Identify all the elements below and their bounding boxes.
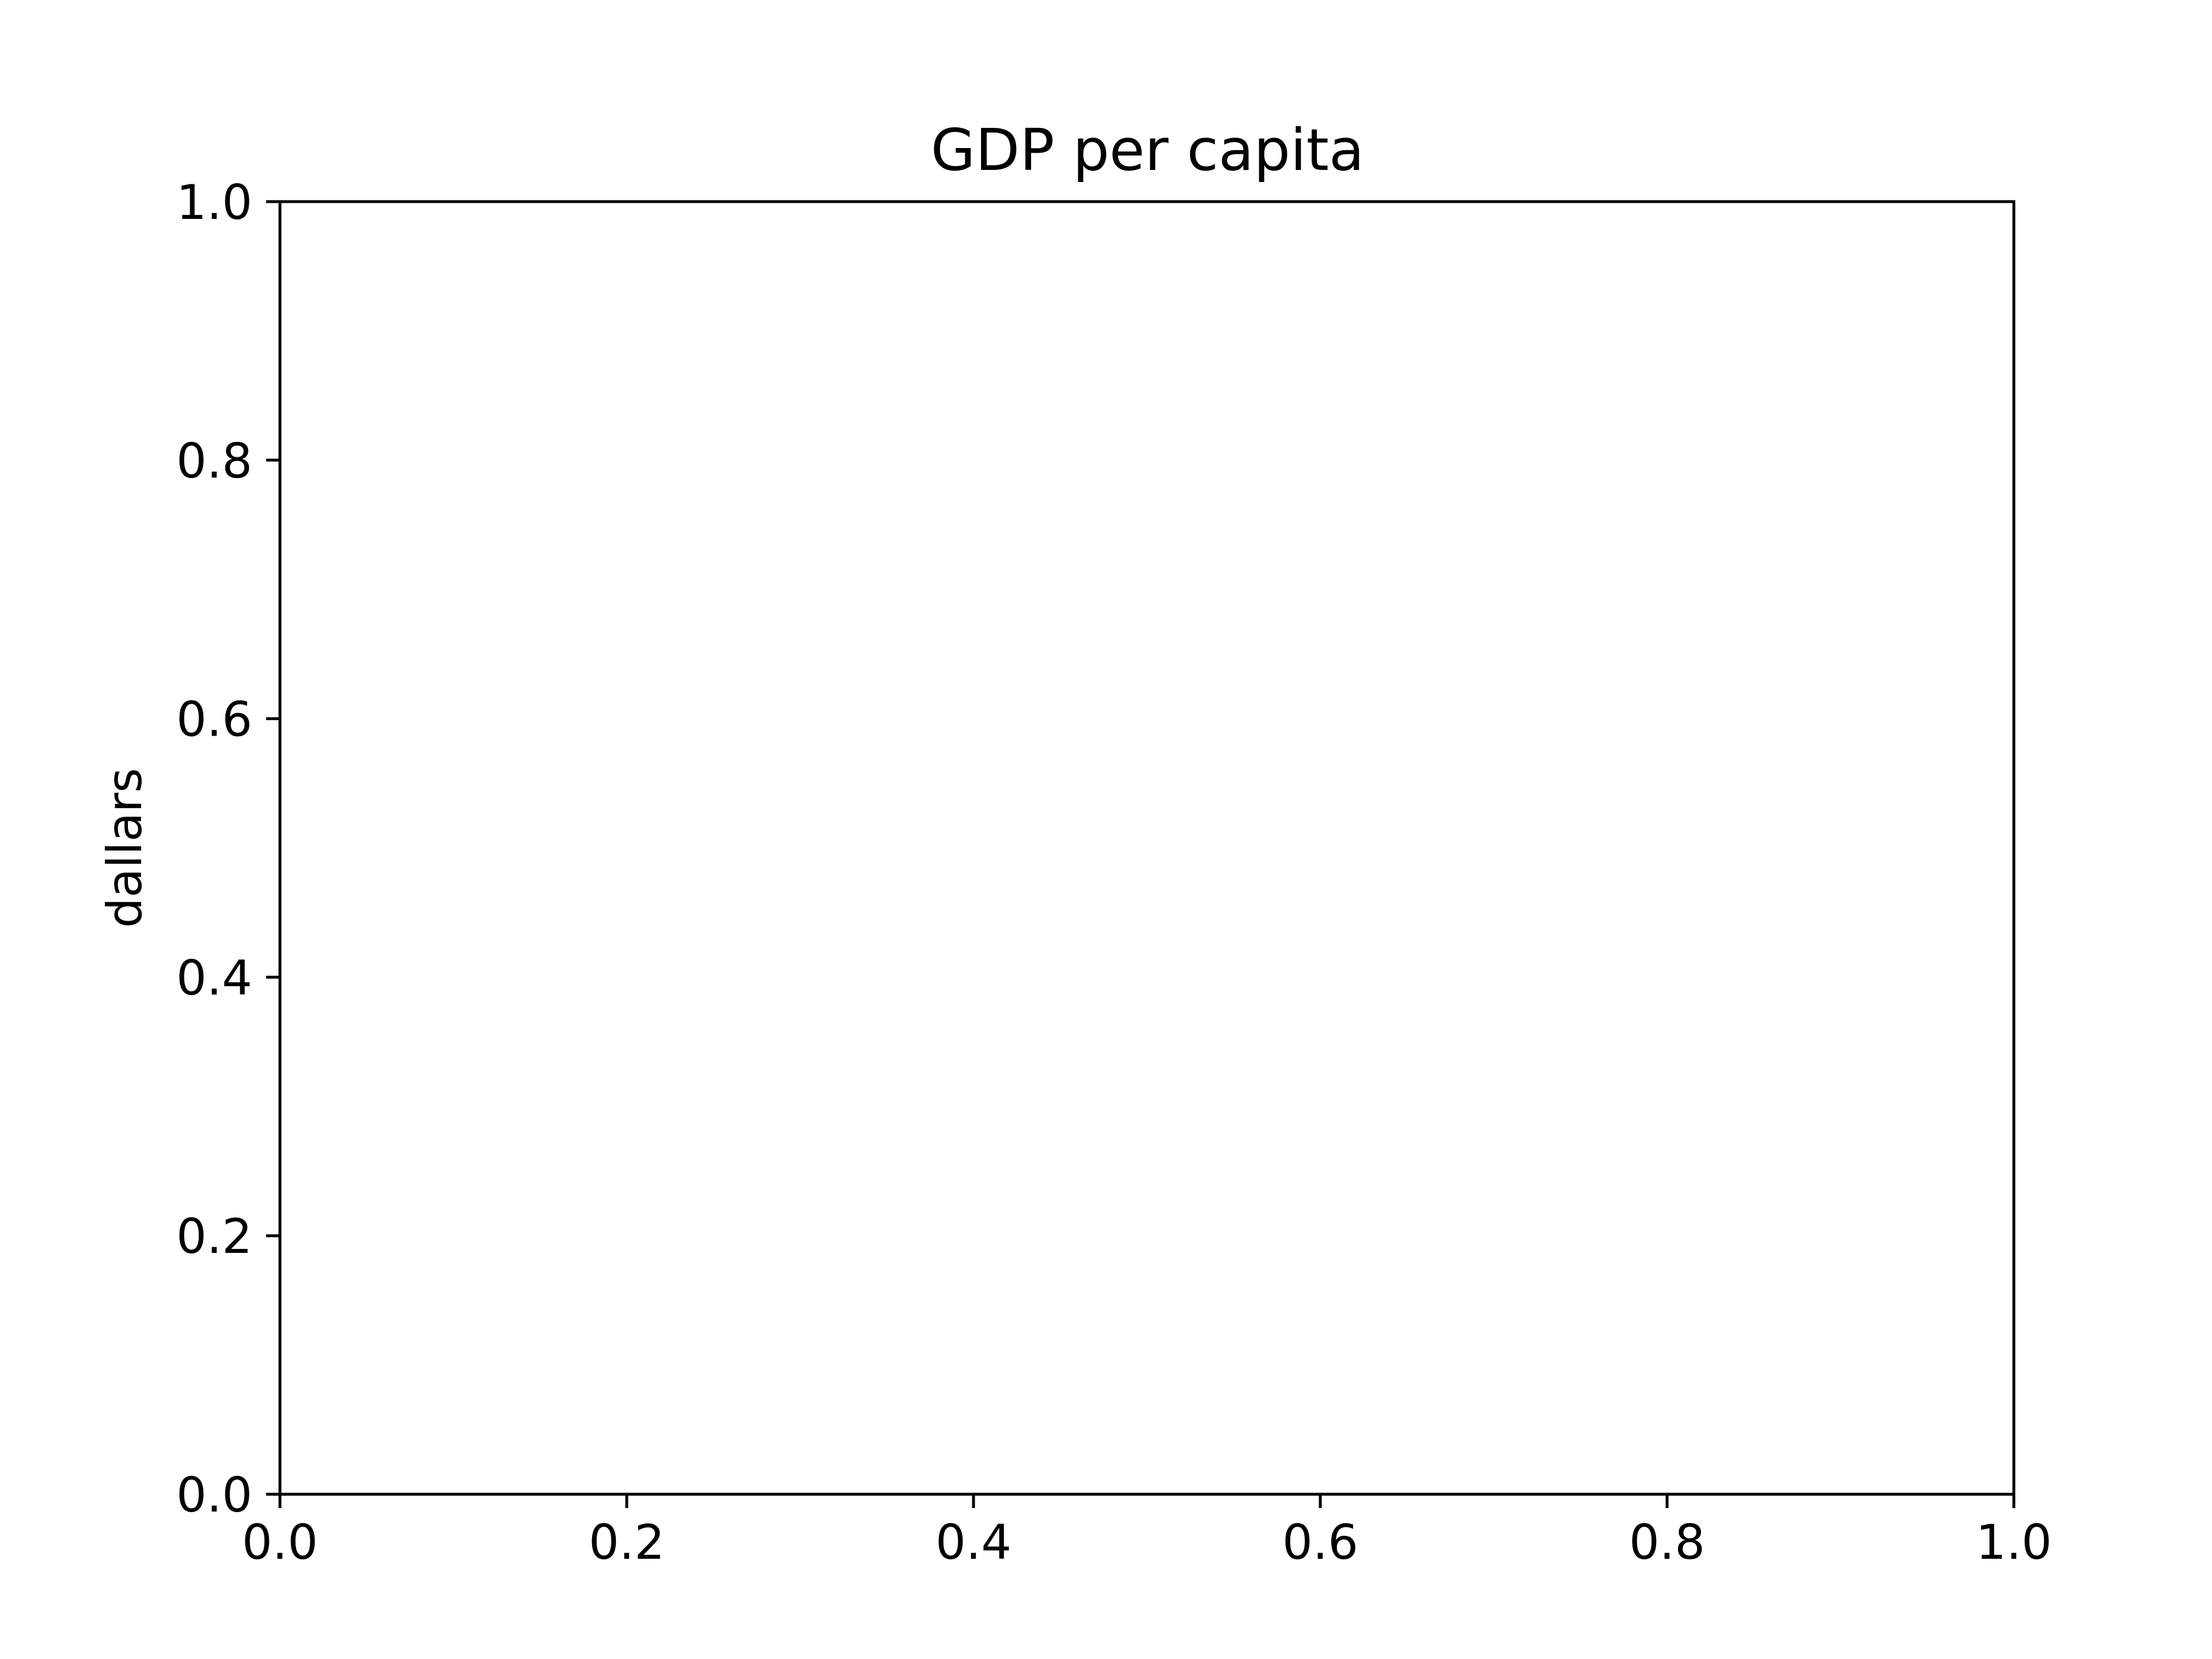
x-tick-label: 0.6 bbox=[1282, 1514, 1358, 1570]
x-tick-label: 0.8 bbox=[1629, 1514, 1705, 1570]
chart-title: GDP per capita bbox=[931, 116, 1365, 184]
y-tick-label: 0.6 bbox=[176, 692, 252, 748]
y-tick-label: 0.8 bbox=[176, 433, 252, 489]
x-tick-label: 0.2 bbox=[589, 1514, 665, 1570]
x-tick-label: 1.0 bbox=[1976, 1514, 2052, 1570]
x-axis-ticks: 0.0 0.2 0.4 0.6 0.8 1.0 bbox=[242, 1494, 2052, 1570]
y-tick-label: 0.0 bbox=[176, 1467, 252, 1523]
y-axis-title: dallars bbox=[97, 768, 153, 928]
y-axis-ticks: 0.0 0.2 0.4 0.6 0.8 1.0 bbox=[176, 175, 280, 1523]
x-tick-label: 0.4 bbox=[935, 1514, 1012, 1570]
x-tick-label: 0.0 bbox=[242, 1514, 318, 1570]
y-tick-label: 0.2 bbox=[176, 1209, 252, 1264]
plot-area bbox=[278, 200, 2016, 1496]
y-tick-label: 1.0 bbox=[176, 175, 252, 230]
y-tick-label: 0.4 bbox=[176, 950, 252, 1006]
